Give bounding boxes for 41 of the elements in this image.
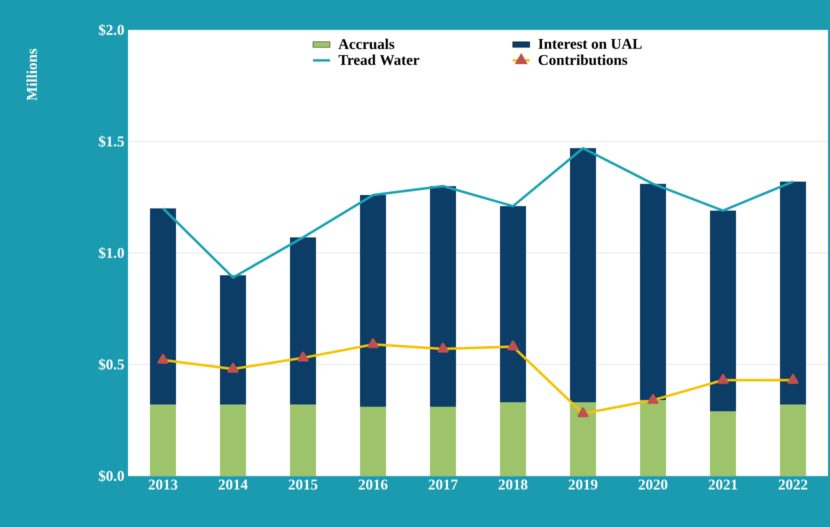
x-tick-label: 2018: [498, 480, 528, 490]
legend-label: Interest on UAL: [538, 38, 642, 49]
bar: [640, 400, 666, 476]
legend-label: Contributions: [538, 54, 628, 66]
bar: [500, 206, 526, 402]
bar: [150, 404, 176, 476]
bar: [290, 237, 316, 405]
bar: [710, 210, 736, 412]
x-tick-label: 2015: [288, 480, 318, 490]
bar: [360, 195, 386, 407]
bar: [780, 404, 806, 476]
bar: [430, 186, 456, 407]
bar: [780, 182, 806, 405]
bar: [710, 411, 736, 476]
y-tick-label: $1.5: [98, 136, 124, 148]
y-tick-label: $0.0: [98, 470, 124, 482]
bar: [570, 148, 596, 402]
bar: [220, 275, 246, 405]
y-axis-title: Millions: [26, 48, 37, 101]
legend-label: Tread Water: [338, 54, 420, 66]
x-tick-label: 2022: [778, 480, 808, 490]
x-tick-label: 2014: [218, 480, 248, 490]
legend-label: Accruals: [338, 38, 394, 50]
bar: [430, 406, 456, 476]
x-tick-label: 2019: [568, 480, 598, 490]
x-tick-label: 2021: [708, 480, 738, 490]
bar: [500, 402, 526, 476]
y-tick-label: $2.0: [98, 24, 124, 36]
x-tick-label: 2016: [358, 480, 388, 490]
bar: [640, 184, 666, 400]
x-tick-label: 2013: [148, 480, 178, 490]
bar: [360, 406, 386, 476]
y-tick-label: $0.5: [98, 358, 124, 370]
x-tick-label: 2017: [428, 480, 458, 490]
bar: [290, 404, 316, 476]
bar: [150, 208, 176, 405]
line-series: [162, 146, 794, 279]
bar: [220, 404, 246, 476]
x-tick-label: 2020: [638, 480, 668, 490]
y-tick-label: $1.0: [98, 247, 124, 259]
bar: [570, 402, 596, 476]
